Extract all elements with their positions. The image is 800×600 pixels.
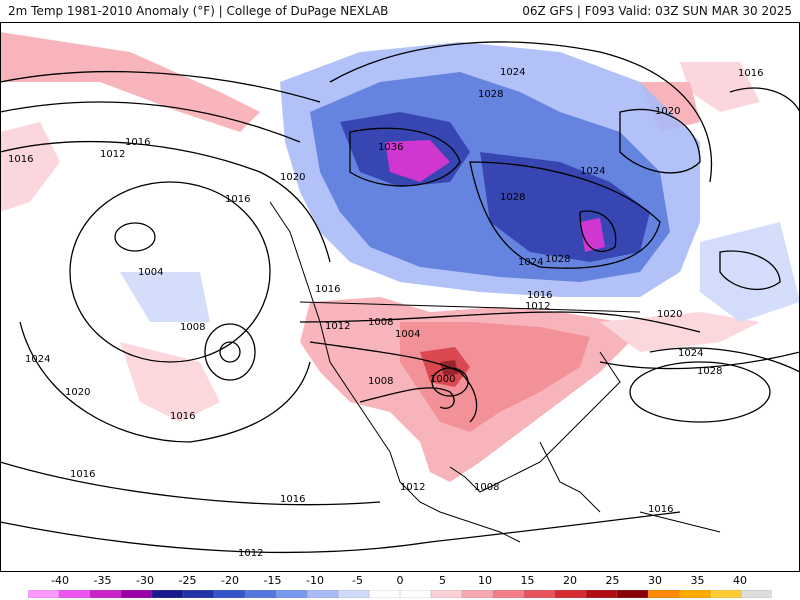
color-scale-swatch bbox=[554, 590, 587, 598]
color-scale-tick-label: -20 bbox=[221, 574, 239, 587]
color-scale-bar bbox=[28, 590, 772, 598]
color-scale: -40 -35 -30 -25 -20 -15 -10 -5 0 5 10 15 20 25 30 35 40 bbox=[0, 572, 800, 600]
isobar-label: 1016 bbox=[648, 504, 673, 515]
color-scale-tick-label: 15 bbox=[520, 574, 535, 587]
isobar-label: 1012 bbox=[325, 321, 350, 332]
isobar-label: 1020 bbox=[65, 387, 90, 398]
color-scale-swatch bbox=[337, 590, 370, 598]
color-scale-tick-label: -25 bbox=[178, 574, 197, 587]
color-scale-swatch bbox=[275, 590, 308, 598]
color-scale-tick-label: 30 bbox=[648, 574, 662, 587]
color-scale-swatch bbox=[523, 590, 556, 598]
color-scale-tick-label: -30 bbox=[136, 574, 154, 587]
isobar-label: 1028 bbox=[545, 254, 570, 265]
isobar-label: 1008 bbox=[368, 317, 393, 328]
isobar-label: 1028 bbox=[478, 89, 503, 100]
color-scale-tick-label: -10 bbox=[306, 574, 324, 587]
color-scale-swatch bbox=[740, 590, 772, 598]
isobar-label: 1016 bbox=[280, 494, 305, 505]
isobar-label: 1012 bbox=[400, 482, 425, 493]
isobar-label: 1000 bbox=[430, 374, 455, 385]
isobar-label: 1016 bbox=[225, 194, 250, 205]
color-scale-tick-label: -35 bbox=[93, 574, 112, 587]
color-scale-swatch bbox=[461, 590, 494, 598]
color-scale-swatch bbox=[399, 590, 432, 598]
isobar-label: 1020 bbox=[657, 309, 682, 320]
isobar-label: 1016 bbox=[170, 411, 195, 422]
color-scale-swatch bbox=[647, 590, 680, 598]
color-scale-tick-label: 35 bbox=[690, 574, 705, 587]
color-scale-swatch bbox=[58, 590, 91, 598]
isobar-label: 1004 bbox=[395, 329, 420, 340]
color-scale-tick-label: -15 bbox=[263, 574, 282, 587]
color-scale-swatch bbox=[430, 590, 463, 598]
isobar-label: 1024 bbox=[580, 166, 605, 177]
isobar-label: 1016 bbox=[70, 469, 95, 480]
map-title: 2m Temp 1981-2010 Anomaly (°F) | College… bbox=[8, 4, 389, 18]
color-scale-swatch bbox=[678, 590, 711, 598]
isobar-label: 1008 bbox=[474, 482, 499, 493]
isobar-label: 1016 bbox=[8, 154, 33, 165]
coastlines bbox=[269, 201, 721, 543]
isobar-label: 1008 bbox=[180, 322, 205, 333]
color-scale-swatch bbox=[368, 590, 401, 598]
color-scale-tick-label: -5 bbox=[352, 574, 363, 587]
color-scale-swatch bbox=[182, 590, 215, 598]
color-scale-swatch bbox=[616, 590, 649, 598]
isobar-label: 1012 bbox=[525, 301, 550, 312]
isobar-label: 1024 bbox=[25, 354, 50, 365]
color-scale-swatch bbox=[28, 590, 60, 598]
isobar-label: 1008 bbox=[368, 376, 393, 387]
isobar-label: 1004 bbox=[138, 267, 163, 278]
isobar-label: 1016 bbox=[315, 284, 340, 295]
color-scale-swatch bbox=[306, 590, 339, 598]
color-scale-tick-label: 10 bbox=[478, 574, 492, 587]
color-scale-tick-label: -40 bbox=[51, 574, 69, 587]
color-scale-tick-label: 0 bbox=[396, 574, 404, 587]
isobar-label: 1020 bbox=[280, 172, 305, 183]
color-scale-swatch bbox=[244, 590, 277, 598]
isobar-label: 1024 bbox=[518, 257, 543, 268]
isobar-labels: 1016 1012 1016 1020 1016 1004 1008 1024 … bbox=[8, 67, 763, 559]
isobar-label: 1020 bbox=[655, 106, 680, 117]
color-scale-tick-label: 25 bbox=[605, 574, 620, 587]
color-scale-swatch bbox=[151, 590, 184, 598]
map-header: 2m Temp 1981-2010 Anomaly (°F) | College… bbox=[0, 0, 800, 22]
color-scale-tick-label: 5 bbox=[439, 574, 446, 587]
isobar-label: 1016 bbox=[527, 290, 552, 301]
color-scale-swatch bbox=[709, 590, 742, 598]
isobar-label: 1028 bbox=[500, 192, 525, 203]
anomaly-map: 1016 1012 1016 1020 1016 1004 1008 1024 … bbox=[0, 22, 800, 572]
cold-anomaly-areas bbox=[120, 42, 800, 322]
isobar-label: 1016 bbox=[738, 68, 763, 79]
color-scale-tick-label: 40 bbox=[733, 574, 747, 587]
isobars bbox=[0, 41, 800, 554]
color-scale-swatch bbox=[213, 590, 246, 598]
isobar-label: 1024 bbox=[678, 348, 703, 359]
color-scale-swatch bbox=[120, 590, 153, 598]
isobar-label: 1016 bbox=[125, 137, 150, 148]
color-scale-swatch bbox=[492, 590, 525, 598]
isobar-label: 1024 bbox=[500, 67, 525, 78]
isobar-label: 1012 bbox=[100, 149, 125, 160]
isobar-label: 1012 bbox=[238, 548, 263, 559]
color-scale-swatch bbox=[89, 590, 122, 598]
isobar-label: 1036 bbox=[378, 142, 403, 153]
isobar-label: 1028 bbox=[697, 366, 722, 377]
model-run-info: 06Z GFS | F093 Valid: 03Z SUN MAR 30 202… bbox=[522, 4, 792, 18]
color-scale-tick-label: 20 bbox=[563, 574, 577, 587]
color-scale-swatch bbox=[585, 590, 618, 598]
